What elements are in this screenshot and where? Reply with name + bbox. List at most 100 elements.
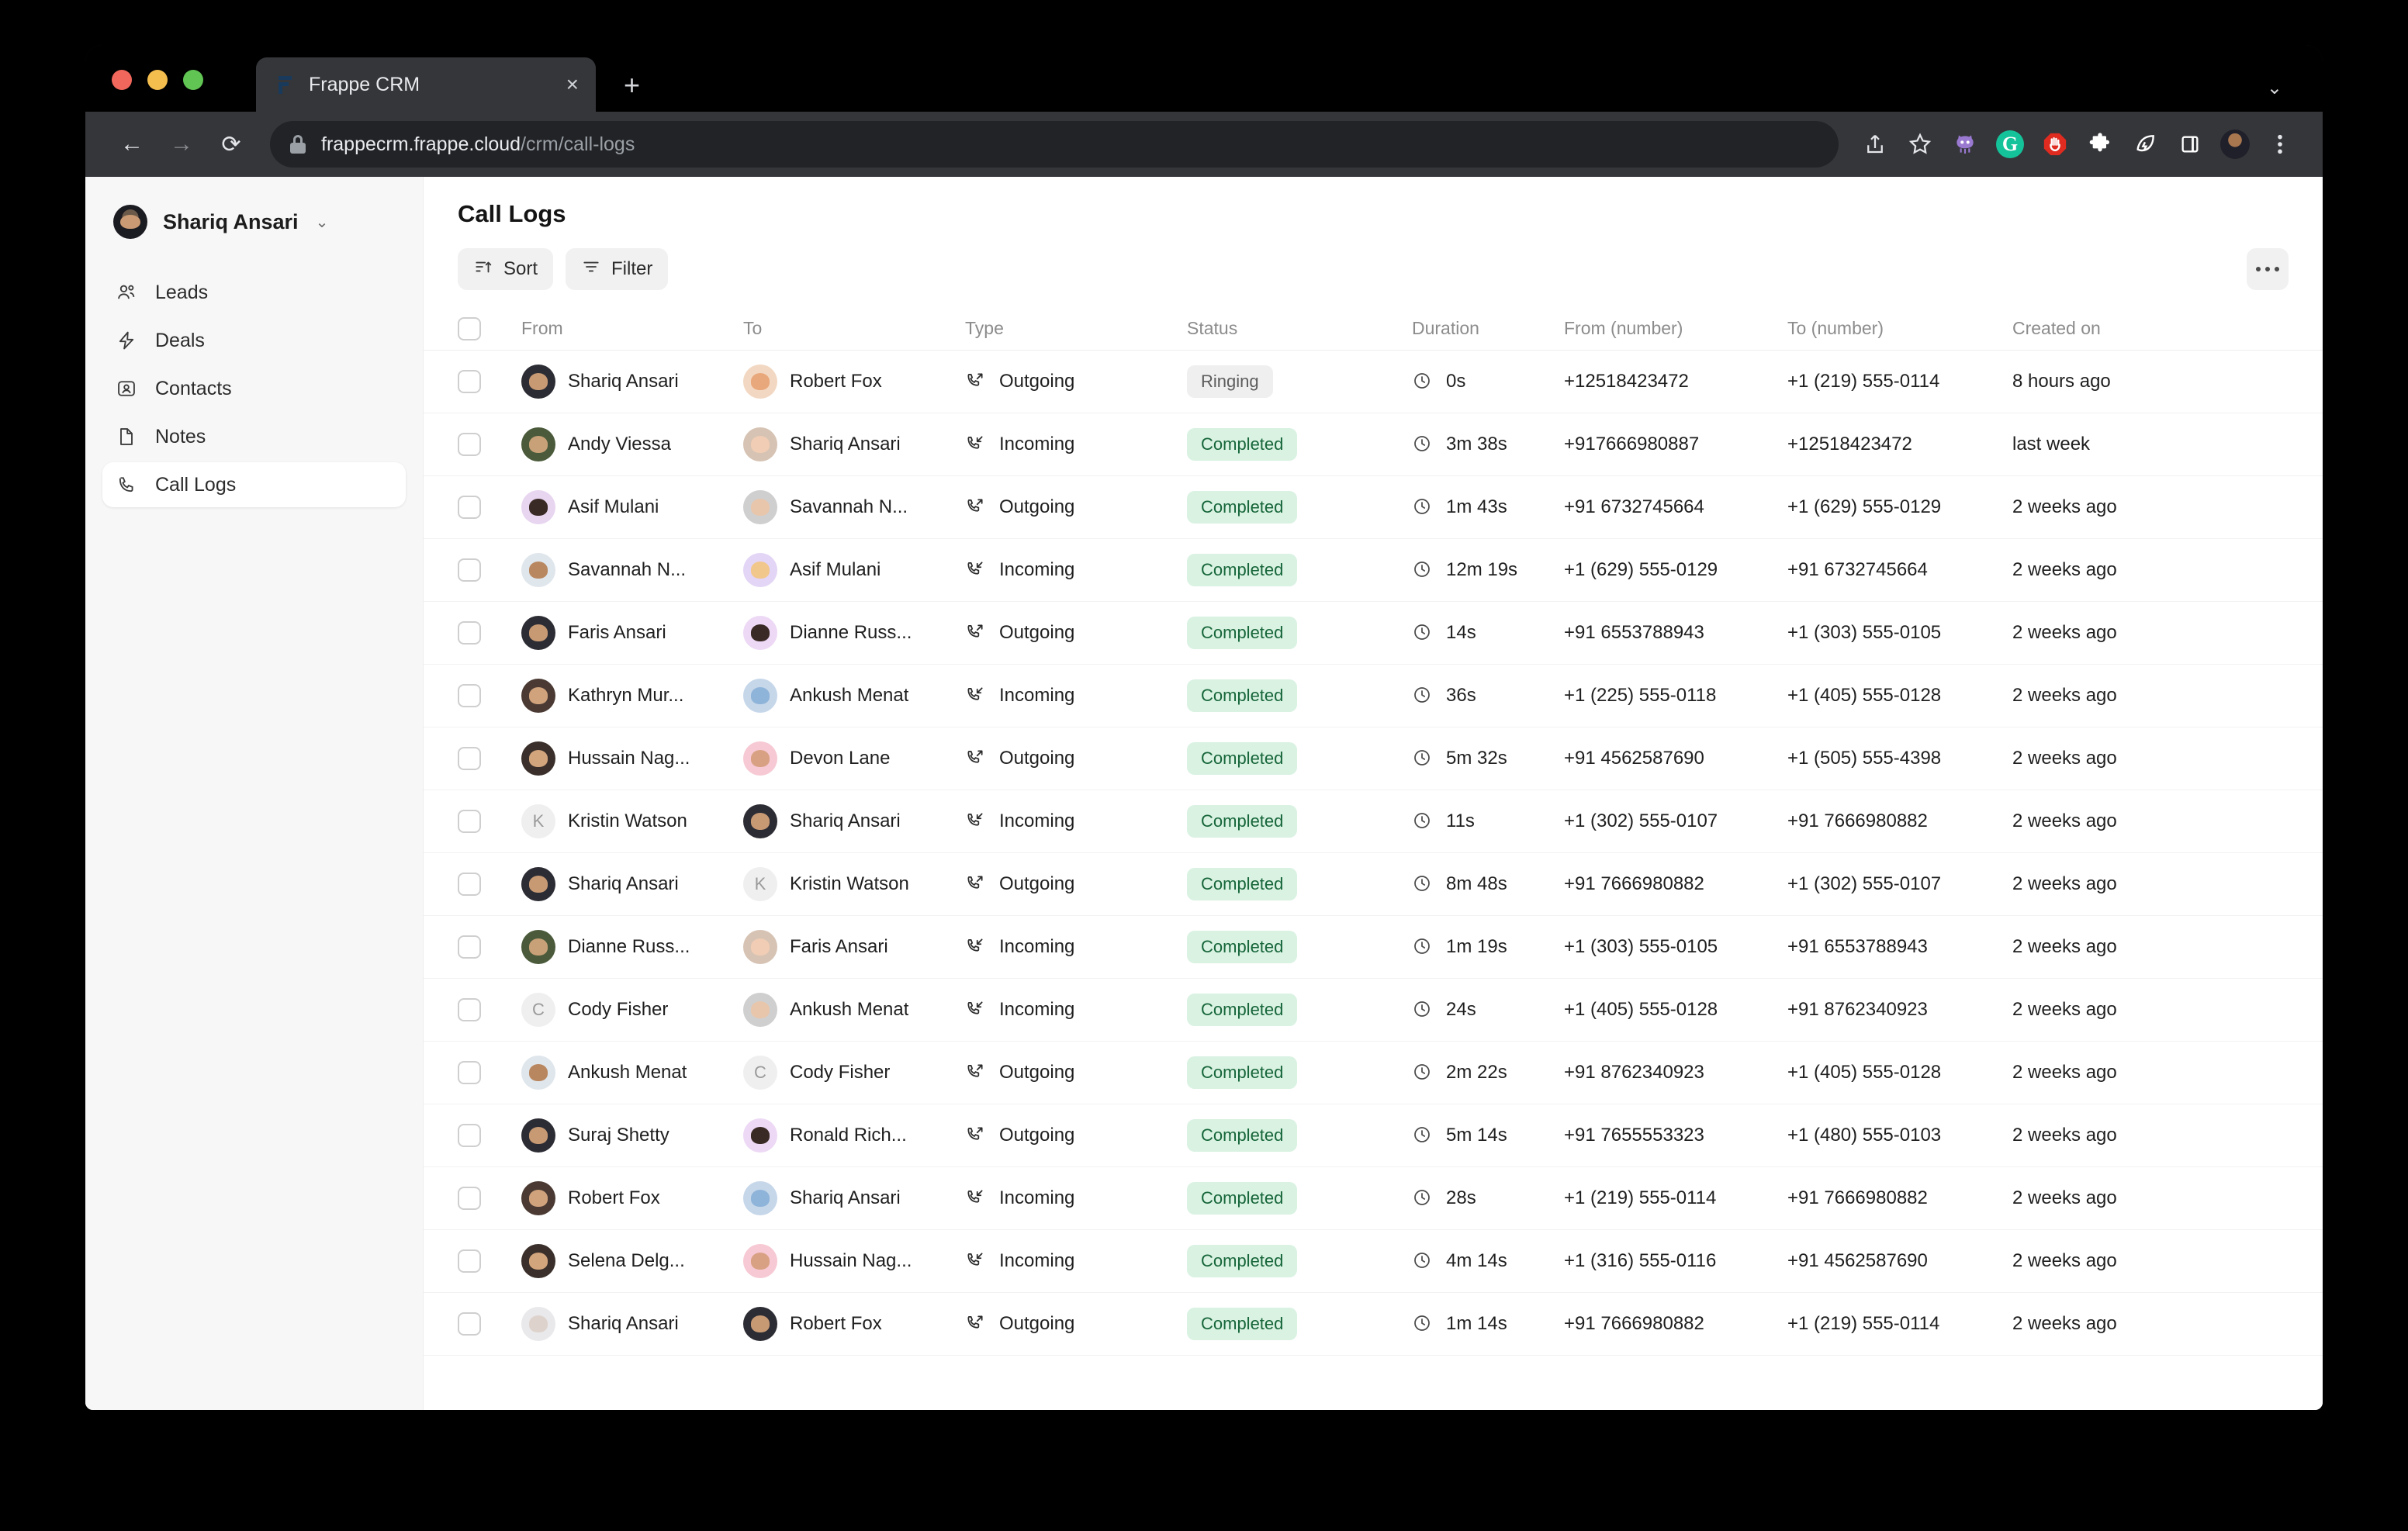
row-checkbox[interactable] (458, 935, 481, 959)
table-row[interactable]: Selena Delg... Hussain Nag... Incoming Comp… (424, 1230, 2323, 1293)
row-checkbox[interactable] (458, 747, 481, 770)
sidebar-item-contacts[interactable]: Contacts (102, 366, 406, 411)
sidebar-item-call-logs[interactable]: Call Logs (102, 462, 406, 507)
row-checkbox[interactable] (458, 370, 481, 393)
close-icon[interactable]: × (566, 72, 579, 96)
adblock-extension-icon[interactable] (2033, 122, 2078, 167)
row-checkbox[interactable] (458, 558, 481, 582)
type-label: Outgoing (999, 1313, 1075, 1334)
to-name: Dianne Russ... (790, 622, 912, 643)
minimize-window-button[interactable] (147, 70, 168, 90)
column-header-status[interactable]: Status (1187, 318, 1238, 338)
cell-type: Incoming (965, 685, 1187, 707)
profile-avatar[interactable] (2213, 122, 2258, 167)
column-header-to-number[interactable]: To (number) (1787, 318, 1884, 338)
user-profile-switcher[interactable]: Shariq Ansari ⌄ (102, 195, 406, 248)
sidebar-item-notes[interactable]: Notes (102, 414, 406, 459)
maximize-window-button[interactable] (183, 70, 203, 90)
row-checkbox[interactable] (458, 1187, 481, 1210)
table-row[interactable]: C Cody Fisher Ankush Menat Incoming Complete… (424, 979, 2323, 1042)
leaf-extension-icon[interactable] (2123, 122, 2168, 167)
table-row[interactable]: Suraj Shetty Ronald Rich... Outgoing Comple… (424, 1104, 2323, 1167)
created-on-value: last week (2012, 434, 2091, 454)
table-row[interactable]: Ankush Menat C Cody Fisher Outgoing Complete… (424, 1042, 2323, 1104)
row-checkbox[interactable] (458, 496, 481, 519)
address-bar[interactable]: frappecrm.frappe.cloud/crm/call-logs (270, 121, 1839, 168)
row-checkbox[interactable] (458, 998, 481, 1021)
sidebar-item-leads[interactable]: Leads (102, 270, 406, 315)
column-header-type[interactable]: Type (965, 318, 1004, 338)
row-checkbox[interactable] (458, 621, 481, 645)
column-header-to[interactable]: To (743, 318, 763, 338)
row-checkbox[interactable] (458, 1061, 481, 1084)
note-page-icon (115, 425, 138, 448)
table-row[interactable]: Kathryn Mur... Ankush Menat Incoming Comple… (424, 665, 2323, 727)
outgoing-call-icon (965, 496, 987, 518)
side-panel-icon[interactable] (2168, 122, 2213, 167)
crm-app: Shariq Ansari ⌄ Leads Deals (85, 177, 2323, 1410)
close-window-button[interactable] (112, 70, 132, 90)
cell-duration: 1m 14s (1412, 1313, 1564, 1335)
to-name: Robert Fox (790, 371, 882, 392)
column-header-from[interactable]: From (521, 318, 563, 338)
table-row[interactable]: Shariq Ansari K Kristin Watson Outgoing Comp… (424, 853, 2323, 916)
reload-button[interactable]: ⟳ (221, 131, 241, 157)
to-number-value: +1 (505) 555-4398 (1787, 748, 1942, 769)
row-checkbox[interactable] (458, 873, 481, 896)
avatar (743, 1244, 777, 1278)
forward-button[interactable]: → (170, 131, 193, 157)
table-row[interactable]: Shariq Ansari Robert Fox Outgoing Ringing 0s… (424, 351, 2323, 413)
cell-from: Shariq Ansari (521, 867, 743, 901)
status-badge: Completed (1187, 1245, 1298, 1277)
type-label: Outgoing (999, 622, 1075, 643)
table-row[interactable]: Dianne Russ... Faris Ansari Incoming Comple… (424, 916, 2323, 979)
column-header-from-number[interactable]: From (number) (1564, 318, 1683, 338)
row-checkbox[interactable] (458, 810, 481, 833)
table-row[interactable]: Shariq Ansari Robert Fox Outgoing Completed… (424, 1293, 2323, 1356)
sidebar-item-deals[interactable]: Deals (102, 318, 406, 363)
cell-type: Outgoing (965, 496, 1187, 518)
chevron-down-icon[interactable]: ⌄ (2266, 78, 2282, 98)
row-checkbox[interactable] (458, 1312, 481, 1336)
column-header-duration[interactable]: Duration (1412, 318, 1479, 338)
type-label: Outgoing (999, 748, 1075, 769)
table-row[interactable]: Faris Ansari Dianne Russ... Outgoing Comple… (424, 602, 2323, 665)
cell-type: Outgoing (965, 873, 1187, 895)
more-options-button[interactable] (2247, 248, 2289, 290)
row-checkbox[interactable] (458, 684, 481, 707)
row-checkbox[interactable] (458, 1249, 481, 1273)
type-label: Outgoing (999, 1125, 1075, 1146)
bookmark-star-icon[interactable] (1898, 122, 1943, 167)
to-number-value: +91 8762340923 (1787, 999, 1928, 1020)
browser-tab[interactable]: Frappe CRM × (256, 57, 596, 112)
extensions-puzzle-icon[interactable] (2078, 122, 2123, 167)
table-row[interactable]: Andy Viessa Shariq Ansari Incoming Complete… (424, 413, 2323, 476)
cell-from: Asif Mulani (521, 490, 743, 524)
grammarly-extension-icon[interactable]: G (1988, 122, 2033, 167)
cell-created-on: 2 weeks ago (2012, 1125, 2289, 1146)
table-row[interactable]: Asif Mulani Savannah N... Outgoing Complete… (424, 476, 2323, 539)
column-header-created-on[interactable]: Created on (2012, 318, 2101, 338)
chrome-menu-icon[interactable] (2258, 122, 2302, 167)
share-icon[interactable] (1853, 122, 1898, 167)
cell-to: Devon Lane (743, 741, 965, 776)
table-row[interactable]: Hussain Nag... Devon Lane Outgoing Complete… (424, 727, 2323, 790)
to-number-value: +1 (405) 555-0128 (1787, 1062, 1942, 1083)
avatar (743, 490, 777, 524)
sort-button[interactable]: Sort (458, 248, 554, 290)
cell-duration: 1m 43s (1412, 496, 1564, 518)
select-all-checkbox[interactable] (458, 316, 481, 340)
filter-button[interactable]: Filter (566, 248, 669, 290)
clock-icon (1412, 622, 1434, 644)
octocat-extension-icon[interactable] (1943, 122, 1988, 167)
new-tab-button[interactable]: + (624, 69, 641, 101)
row-checkbox[interactable] (458, 1124, 481, 1147)
row-checkbox[interactable] (458, 433, 481, 456)
type-label: Incoming (999, 559, 1075, 580)
table-row[interactable]: Robert Fox Shariq Ansari Incoming Completed… (424, 1167, 2323, 1230)
cell-type: Incoming (965, 936, 1187, 958)
filter-label: Filter (611, 258, 653, 279)
back-button[interactable]: ← (120, 131, 144, 157)
table-row[interactable]: Savannah N... Asif Mulani Incoming Complete… (424, 539, 2323, 602)
table-row[interactable]: K Kristin Watson Shariq Ansari Incoming Comp… (424, 790, 2323, 853)
